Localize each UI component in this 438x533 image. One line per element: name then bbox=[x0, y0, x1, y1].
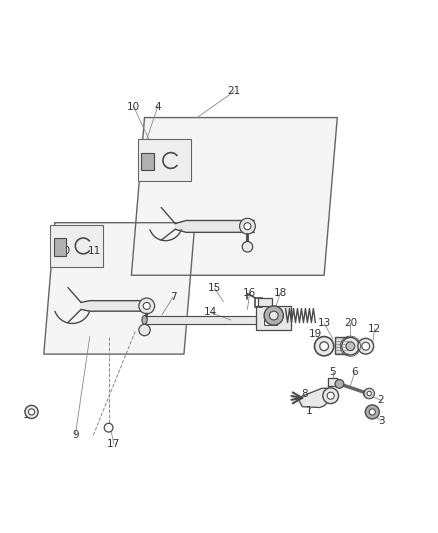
Circle shape bbox=[364, 388, 374, 399]
Circle shape bbox=[269, 311, 278, 320]
Text: 8: 8 bbox=[301, 389, 308, 399]
Circle shape bbox=[143, 302, 150, 310]
Circle shape bbox=[367, 391, 371, 395]
Circle shape bbox=[320, 342, 328, 351]
Circle shape bbox=[28, 409, 35, 415]
Bar bbox=[54, 238, 66, 255]
Text: 14: 14 bbox=[204, 308, 217, 318]
Text: 4: 4 bbox=[154, 102, 161, 111]
Text: 2: 2 bbox=[378, 395, 385, 405]
Text: 19: 19 bbox=[309, 329, 322, 340]
Text: 11: 11 bbox=[88, 246, 101, 256]
Polygon shape bbox=[131, 118, 337, 275]
Text: 13: 13 bbox=[318, 318, 331, 328]
Text: 7: 7 bbox=[170, 292, 177, 302]
Polygon shape bbox=[298, 388, 332, 408]
Text: 1: 1 bbox=[305, 406, 312, 416]
Circle shape bbox=[335, 379, 344, 388]
Text: 10: 10 bbox=[127, 102, 140, 111]
Text: 5: 5 bbox=[329, 367, 336, 377]
Circle shape bbox=[327, 392, 334, 399]
Circle shape bbox=[323, 388, 339, 403]
Ellipse shape bbox=[142, 316, 147, 324]
Text: 9: 9 bbox=[72, 430, 79, 440]
Polygon shape bbox=[328, 378, 337, 386]
Text: 16: 16 bbox=[243, 288, 256, 298]
Text: 21: 21 bbox=[228, 86, 241, 96]
Circle shape bbox=[346, 342, 355, 351]
Circle shape bbox=[342, 337, 359, 355]
Text: 12: 12 bbox=[23, 409, 36, 419]
Circle shape bbox=[139, 298, 155, 314]
Circle shape bbox=[362, 342, 370, 350]
Circle shape bbox=[314, 336, 334, 356]
Circle shape bbox=[242, 241, 253, 252]
Bar bbox=[264, 312, 277, 325]
Circle shape bbox=[104, 423, 113, 432]
Circle shape bbox=[264, 306, 283, 325]
Polygon shape bbox=[175, 221, 254, 232]
Circle shape bbox=[240, 219, 255, 234]
Circle shape bbox=[365, 405, 379, 419]
Circle shape bbox=[25, 405, 38, 418]
Circle shape bbox=[369, 409, 375, 415]
Circle shape bbox=[139, 324, 150, 336]
Text: 18: 18 bbox=[274, 288, 287, 298]
Circle shape bbox=[358, 338, 374, 354]
Text: 15: 15 bbox=[208, 284, 221, 293]
Polygon shape bbox=[81, 301, 151, 311]
Text: 17: 17 bbox=[107, 439, 120, 449]
Bar bbox=[141, 152, 154, 170]
Text: 10: 10 bbox=[58, 246, 71, 256]
Bar bbox=[256, 306, 291, 330]
Text: 3: 3 bbox=[378, 416, 385, 426]
Text: 6: 6 bbox=[351, 367, 358, 377]
Circle shape bbox=[364, 389, 372, 398]
Bar bbox=[138, 140, 191, 181]
Bar bbox=[50, 225, 103, 266]
Text: 12: 12 bbox=[368, 324, 381, 334]
Bar bbox=[258, 298, 272, 306]
Bar bbox=[335, 337, 349, 354]
Polygon shape bbox=[44, 223, 195, 354]
Text: 20: 20 bbox=[344, 318, 357, 328]
Circle shape bbox=[244, 223, 251, 230]
